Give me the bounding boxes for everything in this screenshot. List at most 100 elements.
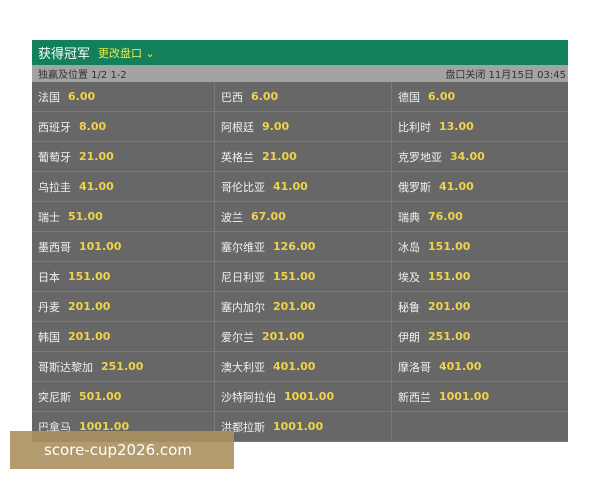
odds-selection[interactable]: 法国 6.00 xyxy=(32,82,215,112)
team-odds: 401.00 xyxy=(439,360,482,373)
team-name: 哥斯达黎加 xyxy=(38,360,93,374)
team-name: 英格兰 xyxy=(221,150,254,164)
team-name: 塞内加尔 xyxy=(221,300,265,314)
team-name: 波兰 xyxy=(221,210,243,224)
team-name: 阿根廷 xyxy=(221,120,254,134)
market-title: 获得冠军 xyxy=(38,47,91,62)
odds-selection[interactable]: 秘鲁 201.00 xyxy=(392,292,568,322)
team-name: 日本 xyxy=(38,270,60,284)
odds-selection[interactable]: 比利时 13.00 xyxy=(392,112,568,142)
team-odds: 1001.00 xyxy=(273,420,324,433)
team-odds: 51.00 xyxy=(68,210,103,223)
team-name: 瑞士 xyxy=(38,210,60,224)
odds-selection[interactable]: 瑞士 51.00 xyxy=(32,202,215,232)
change-market-button[interactable]: 更改盘口 ⌄ xyxy=(98,45,155,61)
odds-selection[interactable]: 洪都拉斯 1001.00 xyxy=(215,412,392,442)
odds-selection[interactable]: 波兰 67.00 xyxy=(215,202,392,232)
market-type: 独赢及位置 1/2 1-2 xyxy=(38,70,127,81)
team-odds: 151.00 xyxy=(428,240,471,253)
team-odds: 151.00 xyxy=(68,270,111,283)
team-name: 摩洛哥 xyxy=(398,360,431,374)
team-name: 西班牙 xyxy=(38,120,71,134)
odds-selection[interactable]: 埃及 151.00 xyxy=(392,262,568,292)
change-market-label: 更改盘口 xyxy=(98,46,143,60)
team-name: 洪都拉斯 xyxy=(221,420,265,434)
team-odds: 13.00 xyxy=(439,120,474,133)
empty-cell xyxy=(392,412,568,442)
team-odds: 67.00 xyxy=(251,210,286,223)
team-name: 秘鲁 xyxy=(398,300,420,314)
team-odds: 201.00 xyxy=(428,300,471,313)
odds-grid: 法国 6.00 巴西 6.00 德国 6.00 西班牙 8.00 阿根廷 9.00 比利时 13.00… xyxy=(32,82,568,442)
team-odds: 201.00 xyxy=(262,330,305,343)
odds-selection[interactable]: 俄罗斯 41.00 xyxy=(392,172,568,202)
odds-selection[interactable]: 尼日利亚 151.00 xyxy=(215,262,392,292)
odds-selection[interactable]: 丹麦 201.00 xyxy=(32,292,215,322)
team-name: 法国 xyxy=(38,90,60,104)
team-name: 巴拿马 xyxy=(38,420,71,434)
team-odds: 41.00 xyxy=(273,180,308,193)
team-odds: 6.00 xyxy=(428,90,456,103)
odds-selection[interactable]: 英格兰 21.00 xyxy=(215,142,392,172)
team-odds: 34.00 xyxy=(450,150,485,163)
team-name: 巴西 xyxy=(221,90,243,104)
team-odds: 126.00 xyxy=(273,240,316,253)
outright-market-panel: 获得冠军 更改盘口 ⌄ 独赢及位置 1/2 1-2 盘口关闭 11月15日 03… xyxy=(32,40,568,442)
team-name: 塞尔维亚 xyxy=(221,240,265,254)
team-odds: 151.00 xyxy=(273,270,316,283)
odds-selection[interactable]: 墨西哥 101.00 xyxy=(32,232,215,262)
team-name: 丹麦 xyxy=(38,300,60,314)
team-name: 伊朗 xyxy=(398,330,420,344)
chevron-down-icon: ⌄ xyxy=(145,46,155,60)
team-name: 乌拉圭 xyxy=(38,180,71,194)
odds-selection[interactable]: 哥斯达黎加 251.00 xyxy=(32,352,215,382)
team-odds: 6.00 xyxy=(68,90,96,103)
odds-selection[interactable]: 西班牙 8.00 xyxy=(32,112,215,142)
team-name: 爱尔兰 xyxy=(221,330,254,344)
odds-selection[interactable]: 爱尔兰 201.00 xyxy=(215,322,392,352)
market-header: 获得冠军 更改盘口 ⌄ xyxy=(32,40,568,65)
odds-selection[interactable]: 韩国 201.00 xyxy=(32,322,215,352)
team-name: 尼日利亚 xyxy=(221,270,265,284)
odds-selection[interactable]: 瑞典 76.00 xyxy=(392,202,568,232)
team-odds: 21.00 xyxy=(262,150,297,163)
odds-selection[interactable]: 摩洛哥 401.00 xyxy=(392,352,568,382)
odds-selection[interactable]: 德国 6.00 xyxy=(392,82,568,112)
team-odds: 201.00 xyxy=(273,300,316,313)
odds-selection[interactable]: 哥伦比亚 41.00 xyxy=(215,172,392,202)
market-subheader: 独赢及位置 1/2 1-2 盘口关闭 11月15日 03:45 xyxy=(32,65,568,82)
team-odds: 8.00 xyxy=(79,120,107,133)
odds-selection[interactable]: 葡萄牙 21.00 xyxy=(32,142,215,172)
odds-selection[interactable]: 伊朗 251.00 xyxy=(392,322,568,352)
team-name: 沙特阿拉伯 xyxy=(221,390,276,404)
odds-selection[interactable]: 澳大利亚 401.00 xyxy=(215,352,392,382)
team-odds: 76.00 xyxy=(428,210,463,223)
team-odds: 1001.00 xyxy=(284,390,335,403)
odds-selection[interactable]: 乌拉圭 41.00 xyxy=(32,172,215,202)
team-name: 冰岛 xyxy=(398,240,420,254)
team-odds: 201.00 xyxy=(68,300,111,313)
team-name: 韩国 xyxy=(38,330,60,344)
odds-selection[interactable]: 阿根廷 9.00 xyxy=(215,112,392,142)
odds-selection[interactable]: 克罗地亚 34.00 xyxy=(392,142,568,172)
odds-selection[interactable]: 沙特阿拉伯 1001.00 xyxy=(215,382,392,412)
team-odds: 6.00 xyxy=(251,90,279,103)
team-odds: 21.00 xyxy=(79,150,114,163)
odds-selection[interactable]: 突尼斯 501.00 xyxy=(32,382,215,412)
odds-selection[interactable]: 塞尔维亚 126.00 xyxy=(215,232,392,262)
team-name: 克罗地亚 xyxy=(398,150,442,164)
team-name: 澳大利亚 xyxy=(221,360,265,374)
market-close-time: 盘口关闭 11月15日 03:45 xyxy=(445,70,566,81)
team-name: 突尼斯 xyxy=(38,390,71,404)
team-name: 德国 xyxy=(398,90,420,104)
odds-selection[interactable]: 冰岛 151.00 xyxy=(392,232,568,262)
team-odds: 1001.00 xyxy=(79,420,130,433)
odds-selection[interactable]: 塞内加尔 201.00 xyxy=(215,292,392,322)
team-odds: 201.00 xyxy=(68,330,111,343)
odds-selection[interactable]: 日本 151.00 xyxy=(32,262,215,292)
odds-selection[interactable]: 巴西 6.00 xyxy=(215,82,392,112)
team-name: 埃及 xyxy=(398,270,420,284)
team-name: 哥伦比亚 xyxy=(221,180,265,194)
odds-selection[interactable]: 新西兰 1001.00 xyxy=(392,382,568,412)
team-odds: 151.00 xyxy=(428,270,471,283)
